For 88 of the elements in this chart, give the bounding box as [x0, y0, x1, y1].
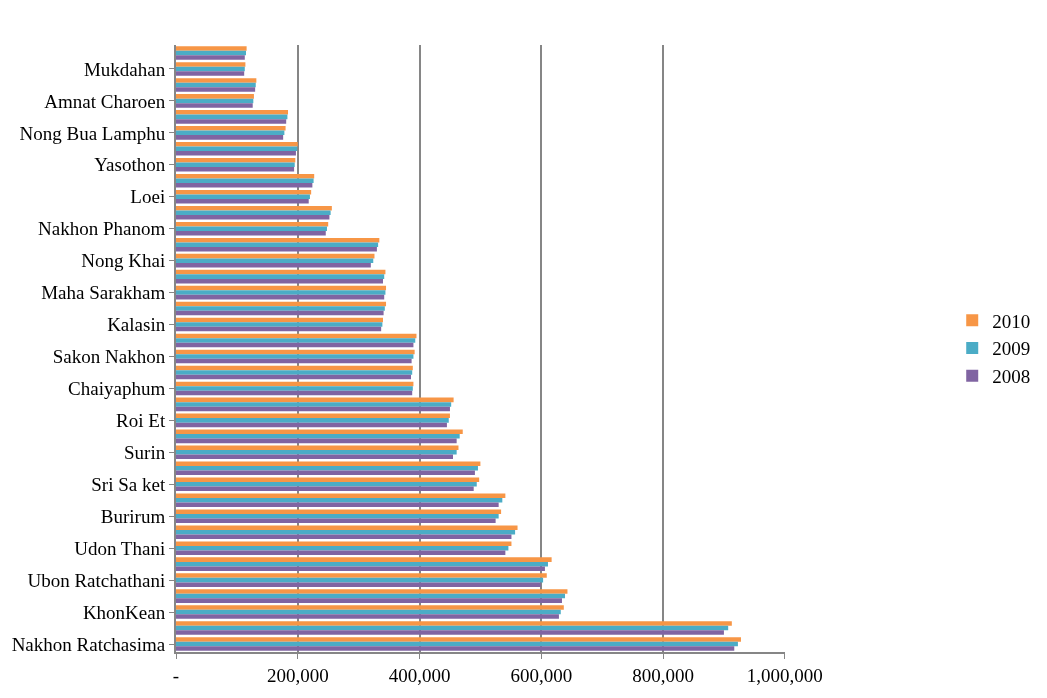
bar — [176, 55, 245, 60]
bar — [176, 598, 562, 603]
y-tick-label: Udon Thani — [74, 537, 166, 559]
bar — [176, 646, 735, 651]
bar — [176, 214, 330, 220]
x-tick-label: 200,000 — [266, 664, 329, 686]
bar — [176, 605, 564, 610]
y-tick-label: Maha Sarakham — [41, 282, 166, 304]
bar — [176, 338, 416, 343]
bar — [176, 142, 298, 147]
bar — [176, 582, 541, 587]
bar — [176, 557, 552, 562]
y-tick-label: Ubon Ratchathani — [27, 569, 166, 591]
y-tick-label: Nong Khai — [81, 250, 166, 272]
bar — [176, 87, 256, 92]
y-tick-label: Chaiyaphum — [68, 378, 166, 400]
bar — [176, 103, 253, 108]
x-tick-label: 400,000 — [388, 664, 451, 686]
bar — [176, 126, 286, 131]
y-tick-label: Kalasin — [107, 314, 166, 336]
bar — [176, 210, 331, 215]
bar — [176, 354, 414, 359]
y-tick-label: Amnat Charoen — [44, 90, 166, 112]
bar — [176, 541, 512, 546]
bar — [176, 534, 512, 539]
bar — [176, 573, 547, 578]
bar — [176, 589, 568, 594]
bar — [176, 78, 257, 83]
y-tick-label: Nakhon Ratchasima — [11, 633, 166, 655]
y-tick-label: Roi Et — [116, 410, 166, 432]
bar — [176, 258, 374, 263]
y-tick-label: Mukdahan — [83, 58, 166, 80]
bar — [176, 566, 545, 571]
bar — [176, 493, 506, 498]
bar — [176, 630, 724, 635]
bar — [176, 46, 247, 51]
y-tick-label: Sri Sa ket — [91, 473, 166, 495]
bar — [176, 370, 413, 375]
x-tick-label: - — [172, 664, 180, 686]
bar — [176, 199, 309, 204]
y-tick-label: Nakhon Phanom — [38, 218, 166, 240]
bar — [176, 621, 732, 626]
bar — [176, 450, 457, 455]
bar — [176, 482, 477, 487]
bar — [176, 151, 296, 156]
legend-label: 2009 — [992, 338, 1031, 360]
y-tick-label: Nong Bua Lamphu — [19, 122, 166, 144]
x-tick-label: 800,000 — [632, 664, 694, 686]
bar — [176, 194, 310, 200]
y-tick-label: Loei — [130, 186, 166, 208]
bar — [176, 550, 506, 555]
bar — [176, 135, 284, 140]
bar — [176, 158, 296, 163]
bar — [176, 466, 478, 471]
y-tick-label: Yasothon — [94, 154, 166, 176]
bar — [176, 94, 254, 99]
y-tick-label: Burirum — [100, 505, 166, 527]
bar — [176, 322, 383, 327]
bar — [176, 71, 245, 76]
bar — [176, 226, 327, 231]
legend-label: 2008 — [992, 366, 1031, 388]
bar — [176, 614, 559, 619]
bar — [176, 637, 741, 642]
bar — [176, 290, 386, 295]
bar — [176, 110, 289, 115]
bar — [176, 518, 496, 524]
bar — [176, 119, 287, 124]
y-tick-label: KhonKean — [82, 601, 166, 623]
bar — [176, 497, 503, 503]
bar — [176, 525, 518, 530]
legend-label: 2010 — [992, 310, 1031, 332]
bar — [176, 509, 502, 514]
bar — [176, 173, 315, 179]
bar — [176, 167, 295, 172]
bar — [176, 242, 379, 247]
bar — [176, 477, 480, 483]
bar — [176, 402, 452, 407]
bar — [176, 434, 460, 439]
x-tick-label: 1,000,000 — [746, 664, 823, 686]
bar — [176, 183, 313, 188]
bar — [176, 386, 413, 391]
y-tick-label: Surin — [124, 441, 166, 463]
bar — [176, 274, 385, 279]
bar — [176, 62, 246, 67]
x-tick-label: 600,000 — [510, 664, 573, 686]
bar — [176, 418, 449, 423]
y-tick-label: Sakon Nakhon — [52, 346, 166, 368]
bar — [176, 306, 385, 311]
